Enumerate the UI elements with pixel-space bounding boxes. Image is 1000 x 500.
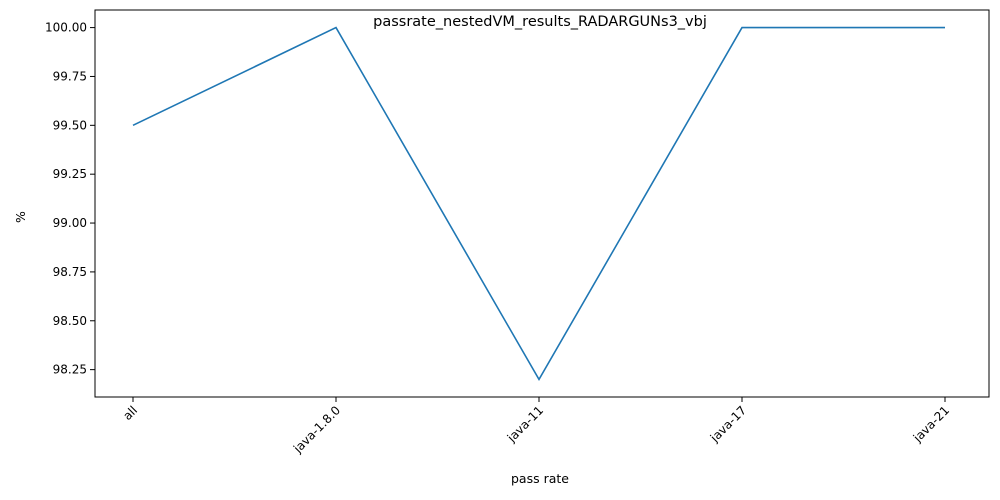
x-tick-label: java-1.8.0 <box>290 403 343 456</box>
y-axis: 98.25 98.50 98.75 99.00 99.25 99.50 99.75 100.0… <box>45 21 95 377</box>
y-tick-label: 98.50 <box>53 314 87 328</box>
x-tick-label: java-21 <box>910 403 952 445</box>
x-tick-label: all <box>120 403 140 423</box>
y-axis-label: % <box>13 211 28 223</box>
series-line-0 <box>132 26 945 382</box>
x-tick-label: java-17 <box>707 403 749 445</box>
x-axis: all java-1.8.0 java-11 java-17 java-21 <box>120 397 952 456</box>
y-tick-label: 99.75 <box>53 69 87 83</box>
x-tick-label: java-11 <box>504 403 546 445</box>
plot-area-frame <box>94 9 990 398</box>
y-tick-label: 99.00 <box>53 216 87 230</box>
series-layer <box>132 26 945 382</box>
chart-title: passrate_nestedVM_results_RADARGUNs3_vbj <box>373 14 707 30</box>
y-tick-label: 98.75 <box>53 265 87 279</box>
y-tick-label: 99.25 <box>53 167 87 181</box>
y-tick-label: 98.25 <box>53 363 87 377</box>
x-axis-label: pass rate <box>511 471 569 486</box>
y-tick-label: 100.00 <box>45 21 87 35</box>
y-tick-label: 99.50 <box>53 118 87 132</box>
